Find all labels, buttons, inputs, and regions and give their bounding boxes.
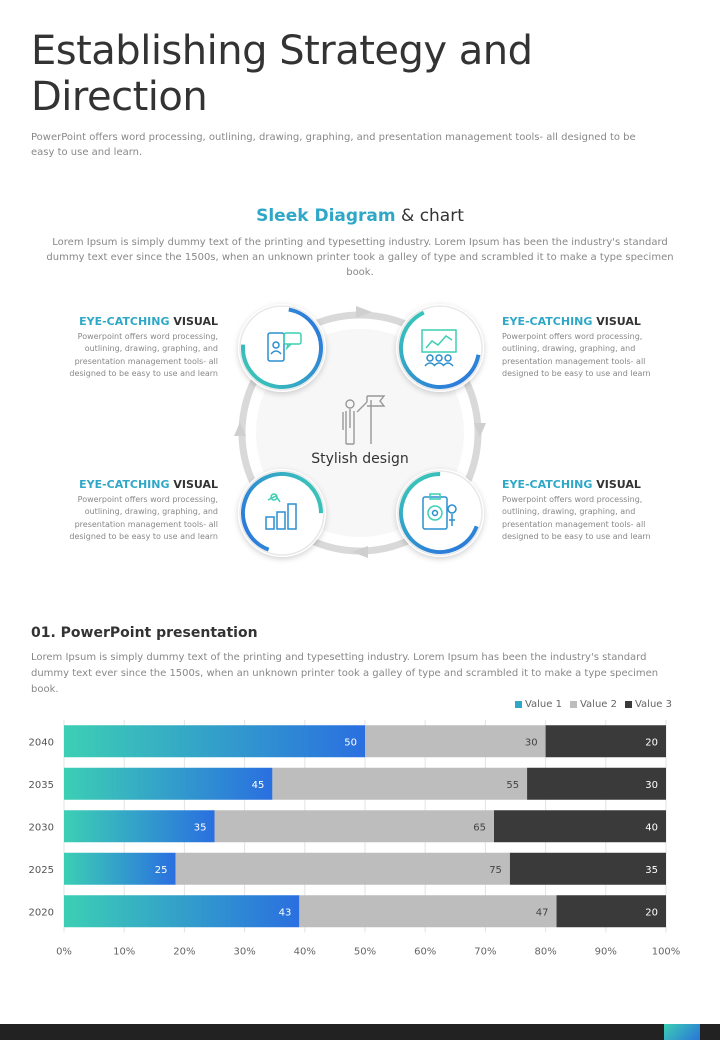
- callout-top-right: EYE-CATCHING VISUAL Powerpoint offers wo…: [502, 315, 678, 381]
- data-label: 75: [489, 865, 502, 876]
- bar-segment: [175, 852, 510, 885]
- x-tick-label: 0%: [56, 947, 72, 958]
- x-tick-label: 40%: [294, 947, 316, 958]
- data-label: 35: [645, 865, 658, 876]
- bar-segment: [214, 810, 494, 843]
- callout-text: Powerpoint offers word processing, outli…: [502, 494, 651, 542]
- callout-heading: EYE-CATCHING VISUAL: [79, 315, 218, 328]
- center-label: Stylish design: [311, 451, 409, 467]
- data-label: 65: [473, 822, 486, 833]
- x-tick-label: 60%: [414, 947, 436, 958]
- chart-section-title: 01. PowerPoint presentation: [31, 625, 258, 641]
- data-label: 40: [645, 822, 658, 833]
- node-top-left: [238, 304, 326, 392]
- callout-heading: EYE-CATCHING VISUAL: [79, 478, 218, 491]
- data-label: 20: [645, 737, 658, 748]
- legend-swatch: [569, 701, 577, 708]
- x-tick-label: 10%: [113, 947, 135, 958]
- x-tick-label: 100%: [652, 947, 681, 958]
- bar-segment: [545, 725, 666, 758]
- legend-swatch: [514, 701, 522, 708]
- callout-heading: EYE-CATCHING VISUAL: [502, 478, 641, 491]
- data-label: 30: [645, 780, 658, 791]
- arrow-top-icon: [356, 306, 372, 318]
- bar-segment: [509, 852, 666, 885]
- x-tick-label: 20%: [173, 947, 195, 958]
- clipboard-target-icon: [422, 493, 457, 530]
- y-category-label: 2025: [29, 865, 54, 876]
- chart-section-description: Lorem Ipsum is simply dummy text of the …: [31, 652, 659, 695]
- cycle-graphic: Stylish design: [234, 304, 486, 558]
- callout-bottom-left: EYE-CATCHING VISUAL Powerpoint offers wo…: [42, 478, 218, 544]
- arrow-bottom-icon: [352, 546, 368, 558]
- bar-segment: [527, 767, 666, 800]
- data-label: 55: [506, 780, 519, 791]
- bar-segment: [64, 810, 215, 843]
- data-label: 30: [525, 737, 538, 748]
- legend-swatch: [624, 701, 632, 708]
- cycle-diagram: Stylish design EYE-CATCHING VISUAL Power…: [0, 290, 720, 570]
- legend-item-value-1: Value 1: [514, 699, 562, 710]
- callout-top-left: EYE-CATCHING VISUAL Powerpoint offers wo…: [42, 315, 218, 381]
- callout-heading: EYE-CATCHING VISUAL: [502, 315, 641, 328]
- bar-segment: [64, 895, 300, 928]
- chart-legend: Value 1 Value 2 Value 3: [514, 699, 672, 710]
- bar-segment: [64, 767, 273, 800]
- x-tick-label: 80%: [534, 947, 556, 958]
- phone-chat-icon: [267, 332, 302, 362]
- node-bottom-left: [238, 469, 326, 557]
- bar-segment: [299, 895, 557, 928]
- data-label: 50: [344, 737, 357, 748]
- diagram-description: Lorem Ipsum is simply dummy text of the …: [46, 237, 674, 278]
- arrow-left-icon: [234, 422, 246, 436]
- y-category-label: 2035: [29, 780, 54, 791]
- data-label: 43: [279, 907, 292, 918]
- data-label: 35: [194, 822, 207, 833]
- bar-segment: [64, 725, 365, 758]
- legend-item-value-2: Value 2: [569, 699, 617, 710]
- y-category-label: 2040: [29, 737, 54, 748]
- node-bottom-right: [396, 469, 484, 557]
- bar-segment: [494, 810, 666, 843]
- legend-item-value-3: Value 3: [624, 699, 672, 710]
- data-label: 47: [536, 907, 549, 918]
- presentation-board-icon: [421, 329, 457, 367]
- callout-text: Powerpoint offers word processing, outli…: [502, 331, 651, 379]
- footer-bar: [0, 1024, 720, 1040]
- node-top-right: [396, 304, 484, 392]
- data-label: 25: [155, 865, 168, 876]
- intro-text: PowerPoint offers word processing, outli…: [31, 132, 636, 158]
- person-flag-icon: [342, 395, 386, 445]
- data-label: 20: [645, 907, 658, 918]
- x-tick-label: 30%: [233, 947, 255, 958]
- x-tick-label: 70%: [474, 947, 496, 958]
- bar-segment: [556, 895, 666, 928]
- page-title: Establishing Strategy and Direction: [31, 28, 533, 120]
- growth-chart-icon: [265, 493, 297, 530]
- callout-bottom-right: EYE-CATCHING VISUAL Powerpoint offers wo…: [502, 478, 678, 544]
- stacked-bar-chart: 0% 10% 20% 30% 40% 50% 60% 70% 80% 90% 100%2040 50 3…: [29, 720, 681, 958]
- footer-accent: [664, 1024, 700, 1040]
- y-category-label: 2030: [29, 822, 54, 833]
- callout-text: Powerpoint offers word processing, outli…: [69, 331, 218, 379]
- callout-text: Powerpoint offers word processing, outli…: [69, 494, 218, 542]
- bar-segment: [365, 725, 546, 758]
- bar-segment: [272, 767, 528, 800]
- bar-segment: [64, 852, 176, 885]
- y-category-label: 2020: [29, 907, 54, 918]
- arrow-right-icon: [474, 423, 486, 437]
- x-tick-label: 50%: [354, 947, 376, 958]
- data-label: 45: [252, 780, 265, 791]
- x-tick-label: 90%: [595, 947, 617, 958]
- diagram-heading: Sleek Diagram & chart: [256, 206, 464, 226]
